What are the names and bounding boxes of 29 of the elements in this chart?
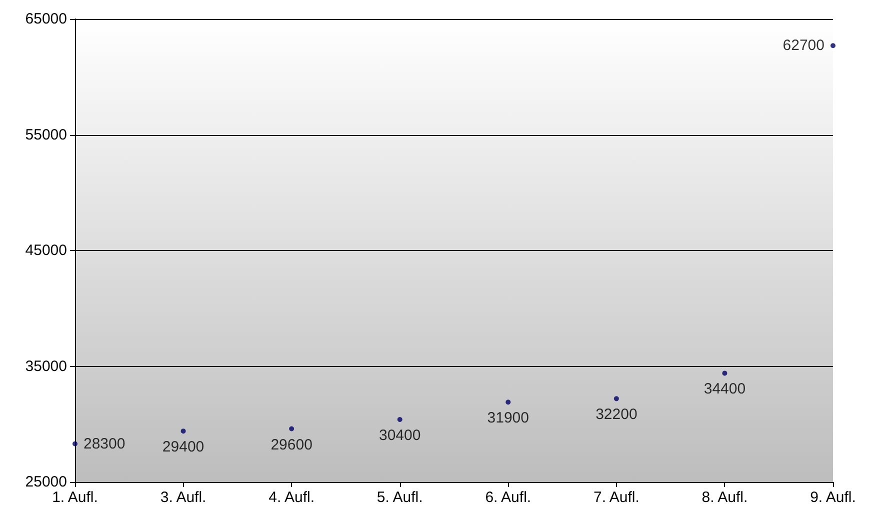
point [614,396,619,402]
y-tick-label: 35000 [25,358,67,375]
y-tick-label: 65000 [25,10,67,28]
x-tick-label: 1. Aufl. [52,489,98,506]
data-label: 32200 [596,406,638,424]
y-tick-label: 25000 [25,474,67,490]
x-tick-label: 5. Aufl. [376,489,423,506]
data-label: 29600 [270,436,312,454]
data-label: 31900 [487,410,529,427]
y-tick-label: 45000 [25,242,67,259]
y-tick-label: 55000 [25,126,67,144]
data-label: 28300 [84,435,126,452]
x-tick-label: 7. Aufl. [593,489,640,506]
point [722,370,728,376]
data-label: 34400 [704,380,746,398]
x-tick-label: 4. Aufl. [268,489,315,506]
point [506,400,511,405]
data-label: 30400 [379,426,421,444]
point [180,428,186,434]
data-label: 62700 [782,37,824,54]
point [830,43,836,48]
x-tick-label: 9. Aufl. [810,489,856,506]
point [289,426,294,432]
data-label: 29400 [162,438,204,456]
point [397,416,402,422]
point [72,441,78,446]
x-tick-label: 8. Aufl. [702,489,748,506]
x-tick-label: 3. Aufl. [160,489,206,506]
x-tick-label: 6. Aufl. [485,489,532,506]
